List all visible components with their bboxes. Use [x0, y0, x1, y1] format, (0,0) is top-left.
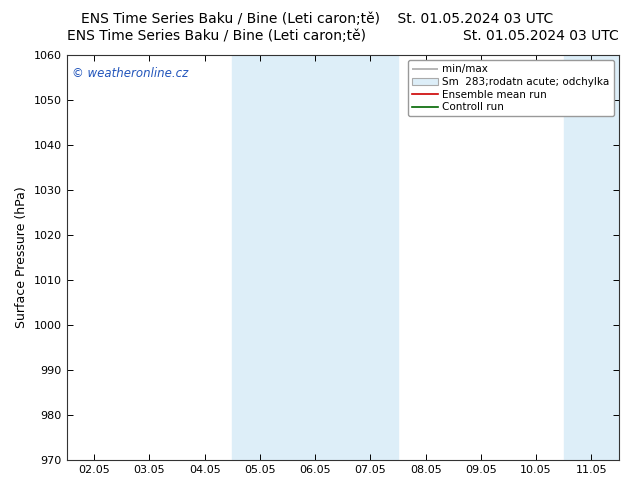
- Text: © weatheronline.cz: © weatheronline.cz: [72, 67, 188, 80]
- Bar: [232, 55, 398, 460]
- Bar: [564, 55, 619, 460]
- Y-axis label: Surface Pressure (hPa): Surface Pressure (hPa): [15, 187, 28, 328]
- Text: ENS Time Series Baku / Bine (Leti caron;tě): ENS Time Series Baku / Bine (Leti caron;…: [67, 29, 366, 43]
- Text: St. 01.05.2024 03 UTC: St. 01.05.2024 03 UTC: [463, 29, 619, 43]
- Legend: min/max, Sm  283;rodatn acute; odchylka, Ensemble mean run, Controll run: min/max, Sm 283;rodatn acute; odchylka, …: [408, 60, 614, 116]
- Text: ENS Time Series Baku / Bine (Leti caron;tě)    St. 01.05.2024 03 UTC: ENS Time Series Baku / Bine (Leti caron;…: [81, 12, 553, 26]
